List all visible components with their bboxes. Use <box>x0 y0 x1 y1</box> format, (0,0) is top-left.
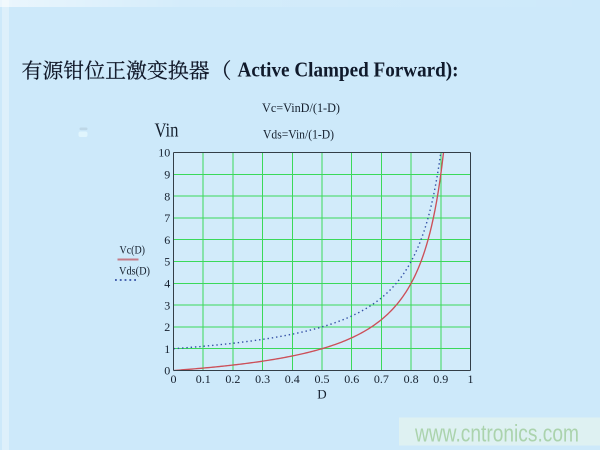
svg-text:0.7: 0.7 <box>374 372 389 386</box>
svg-text:0.3: 0.3 <box>255 372 270 386</box>
svg-text:0: 0 <box>164 364 170 378</box>
svg-text:0.8: 0.8 <box>404 372 419 386</box>
svg-text:10: 10 <box>158 146 170 160</box>
svg-text:8: 8 <box>164 189 170 203</box>
svg-text:5: 5 <box>164 255 170 269</box>
svg-text:D: D <box>317 387 326 402</box>
svg-text:7: 7 <box>164 211 170 225</box>
svg-text:4: 4 <box>164 277 170 291</box>
svg-text:2: 2 <box>164 320 170 334</box>
svg-text:Vds=Vin/(1-D): Vds=Vin/(1-D) <box>263 128 334 142</box>
svg-text:www.cntronics.com: www.cntronics.com <box>414 421 579 448</box>
svg-text:0: 0 <box>171 372 177 386</box>
svg-text:0.6: 0.6 <box>344 372 359 386</box>
svg-text:1: 1 <box>468 372 474 386</box>
svg-text:1: 1 <box>164 342 170 356</box>
svg-text:3: 3 <box>164 298 170 312</box>
svg-text:0.9: 0.9 <box>433 372 448 386</box>
svg-text:Vc(D): Vc(D) <box>120 245 146 257</box>
svg-text:0.4: 0.4 <box>285 372 300 386</box>
svg-text:Vc=VinD/(1-D): Vc=VinD/(1-D) <box>262 101 340 115</box>
svg-text:0.2: 0.2 <box>225 372 240 386</box>
svg-text:Active Clamped Forward):: Active Clamped Forward): <box>238 58 459 82</box>
svg-text:0.1: 0.1 <box>196 372 211 386</box>
svg-text:9: 9 <box>164 168 170 182</box>
svg-text:Vin: Vin <box>155 121 179 142</box>
svg-text:Vds(D): Vds(D) <box>119 266 150 278</box>
svg-text:0.5: 0.5 <box>315 372 330 386</box>
svg-text:6: 6 <box>164 233 170 247</box>
